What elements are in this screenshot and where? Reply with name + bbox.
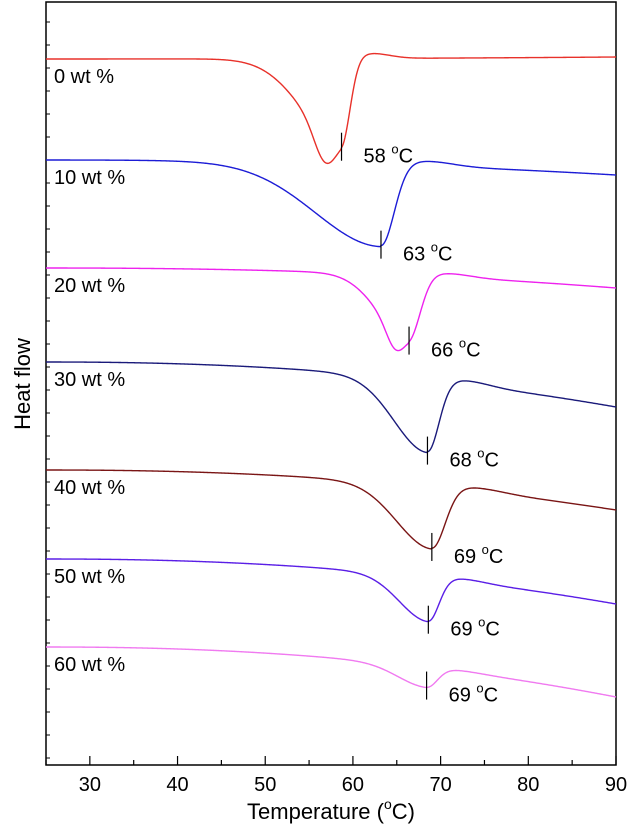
peak-value: 69 bbox=[454, 546, 482, 568]
x-tick-label: 50 bbox=[254, 774, 276, 796]
y-axis-ticks bbox=[46, 21, 50, 759]
x-axis-ticks: 30 40 50 60 70 80 90 bbox=[45, 756, 627, 796]
series-label: 50 wt % bbox=[54, 566, 125, 588]
series-line bbox=[46, 558, 617, 623]
x-tick-label: 60 bbox=[342, 774, 364, 796]
peak-value: 68 bbox=[449, 450, 477, 472]
peak-degree: o bbox=[477, 446, 484, 461]
peak-value: 66 bbox=[431, 340, 459, 362]
series-line bbox=[46, 52, 617, 165]
peak-value: 63 bbox=[403, 244, 431, 266]
x-axis-title-degree: o bbox=[384, 796, 392, 812]
y-axis-title: Heat flow bbox=[10, 338, 35, 430]
series-line bbox=[46, 646, 617, 698]
series-label: 60 wt % bbox=[54, 654, 125, 676]
x-tick-label: 40 bbox=[166, 774, 188, 796]
peak-unit: C bbox=[484, 685, 498, 707]
series-label: 30 wt % bbox=[54, 369, 125, 391]
curve-labels: 0 wt % 10 wt % 20 wt % 30 wt % 40 wt % 50 wt … bbox=[54, 66, 125, 676]
series-label: 0 wt % bbox=[54, 66, 114, 88]
x-tick-label: 30 bbox=[79, 774, 101, 796]
peak-degree: o bbox=[391, 142, 398, 157]
series-label: 20 wt % bbox=[54, 275, 125, 297]
peak-temperature-label: 63 oC bbox=[403, 240, 453, 266]
peak-value: 69 bbox=[449, 685, 477, 707]
x-tick-label: 80 bbox=[517, 774, 539, 796]
x-axis-title: Temperature (oC) bbox=[247, 796, 415, 824]
peak-unit: C bbox=[485, 619, 499, 641]
peak-unit: C bbox=[466, 340, 480, 362]
peak-temperature-label: 58 oC bbox=[364, 142, 414, 168]
heat-flow-curves bbox=[45, 52, 617, 698]
peak-unit: C bbox=[399, 146, 413, 168]
peak-unit: C bbox=[489, 546, 503, 568]
x-axis-title-main: Temperature ( bbox=[247, 799, 385, 824]
peak-markers bbox=[340, 132, 433, 700]
peak-degree: o bbox=[476, 681, 483, 696]
series-label: 40 wt % bbox=[54, 477, 125, 499]
x-axis-title-unit: C) bbox=[392, 799, 415, 824]
peak-temperature-label: 66 oC bbox=[431, 336, 481, 362]
peak-degree: o bbox=[482, 542, 489, 557]
series-label: 10 wt % bbox=[54, 167, 125, 189]
peak-temperature-label: 69 oC bbox=[454, 542, 504, 568]
peak-degree: o bbox=[459, 336, 466, 351]
peak-value: 69 bbox=[450, 619, 478, 641]
plot-area: 30 40 50 60 70 80 90 0 wt % 10 wt % 20 wt % 30 wt… bbox=[45, 1, 627, 796]
x-tick-label: 70 bbox=[429, 774, 451, 796]
peak-temperature-label: 69 oC bbox=[450, 615, 500, 641]
peak-temperature-label: 68 oC bbox=[449, 446, 499, 472]
series-line bbox=[46, 159, 617, 248]
peak-unit: C bbox=[485, 450, 499, 472]
series-line bbox=[46, 267, 617, 352]
peak-value: 58 bbox=[364, 146, 392, 168]
x-tick-label: 90 bbox=[605, 774, 627, 796]
series-line bbox=[46, 469, 617, 550]
plot-frame bbox=[45, 1, 617, 766]
peak-degree: o bbox=[431, 240, 438, 255]
series-line bbox=[46, 361, 617, 454]
peak-unit: C bbox=[438, 244, 452, 266]
peak-degree: o bbox=[478, 615, 485, 630]
peak-temperature-label: 69 oC bbox=[449, 681, 499, 707]
